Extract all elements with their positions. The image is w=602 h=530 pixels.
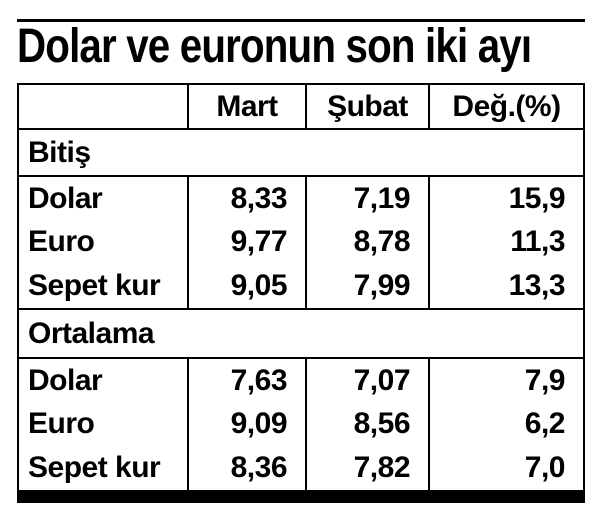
value-mart: 8,33 bbox=[189, 177, 307, 221]
section-label: Bitiş bbox=[28, 135, 91, 169]
section-row-ortalama: Ortalama bbox=[19, 310, 583, 359]
value-subat: 7,99 bbox=[307, 264, 430, 308]
row-label: Dolar bbox=[19, 359, 189, 403]
table-header-row: Mart Şubat Değ.(%) bbox=[19, 85, 583, 130]
value-subat: 8,78 bbox=[307, 220, 430, 265]
value-mart: 9,77 bbox=[189, 220, 307, 265]
column-header-mart: Mart bbox=[189, 85, 307, 128]
value-subat: 8,56 bbox=[307, 402, 430, 447]
data-block-ortalama: Dolar 7,63 7,07 7,9 Euro 9,09 8,56 6,2 S… bbox=[19, 359, 583, 490]
value-subat: 7,19 bbox=[307, 177, 430, 221]
top-rule bbox=[17, 19, 585, 22]
value-deg: 15,9 bbox=[508, 181, 566, 215]
value-mart: 8,36 bbox=[189, 446, 307, 490]
value-subat: 7,82 bbox=[307, 446, 430, 490]
bottom-rule bbox=[17, 492, 585, 503]
data-block-bitis: Dolar 8,33 7,19 15,9 Euro 9,77 8,78 11,3… bbox=[19, 177, 583, 310]
value-deg: 13,3 bbox=[508, 269, 566, 303]
row-label: Euro bbox=[19, 402, 189, 447]
row-label: Euro bbox=[19, 220, 189, 265]
value-deg: 7,9 bbox=[524, 363, 566, 397]
value-deg: 6,2 bbox=[524, 407, 566, 441]
page-title: Dolar ve euronun son iki ayı bbox=[17, 20, 532, 73]
value-mart: 9,05 bbox=[189, 264, 307, 308]
value-mart: 7,63 bbox=[189, 359, 307, 403]
row-label: Sepet kur bbox=[19, 446, 189, 490]
section-row-bitis: Bitiş bbox=[19, 130, 583, 177]
column-header-subat: Şubat bbox=[307, 85, 430, 128]
row-label: Sepet kur bbox=[19, 264, 189, 308]
value-deg: 11,3 bbox=[510, 225, 565, 259]
row-label: Dolar bbox=[19, 177, 189, 221]
column-header-deg: Değ.(%) bbox=[452, 89, 561, 123]
column-header-empty bbox=[19, 85, 189, 128]
section-label: Ortalama bbox=[28, 316, 155, 350]
value-mart: 9,09 bbox=[189, 402, 307, 447]
currency-table: Mart Şubat Değ.(%) Bitiş Dolar 8,33 7,19… bbox=[17, 83, 585, 492]
value-deg: 7,0 bbox=[524, 451, 566, 485]
value-subat: 7,07 bbox=[307, 359, 430, 403]
